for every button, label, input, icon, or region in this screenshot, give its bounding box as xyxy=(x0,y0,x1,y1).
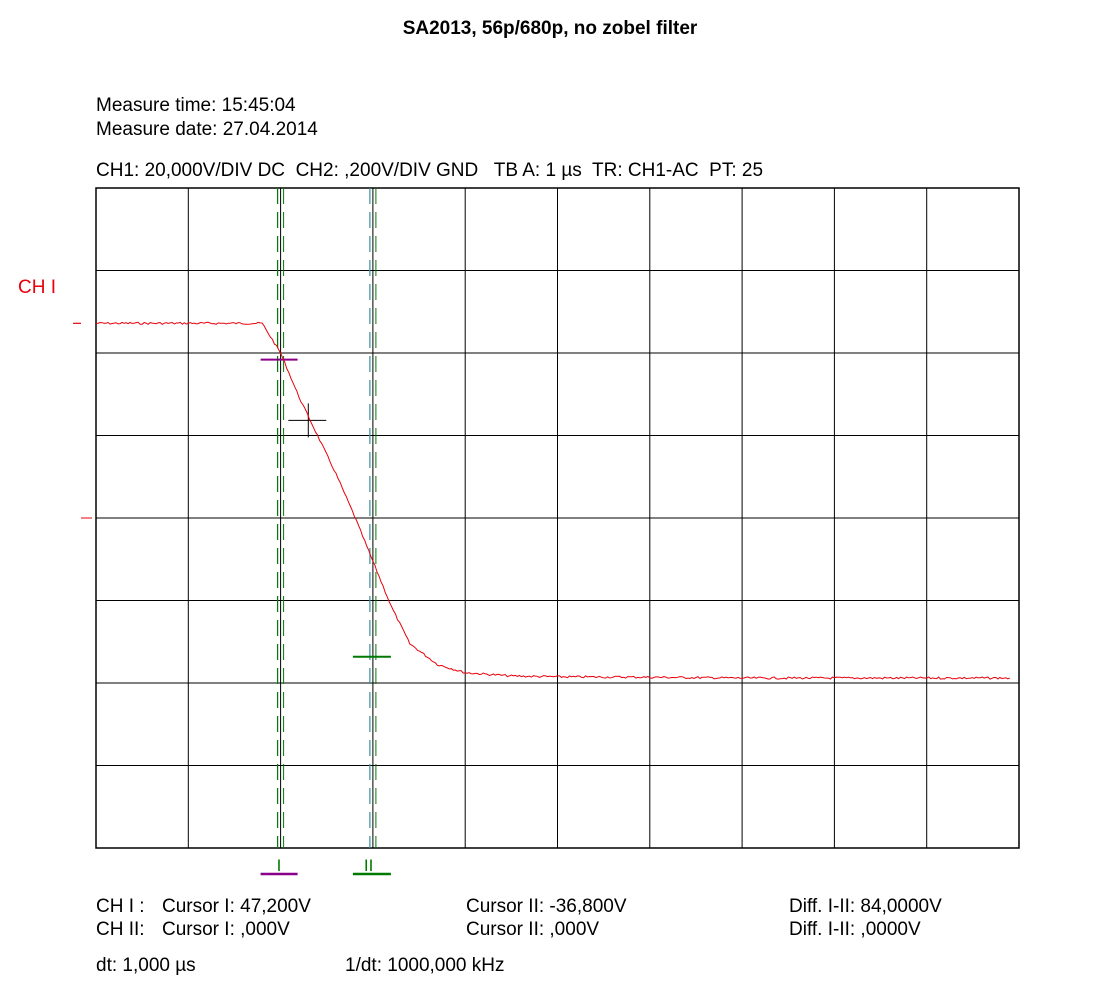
readout-dt: dt: 1,000 µs xyxy=(96,955,196,976)
readout-ch2-cursor1: Cursor I: ,000V xyxy=(162,919,290,940)
cursor-lines xyxy=(277,188,377,848)
cursor-ii-bottom-label: II xyxy=(364,856,373,875)
plot-markers: I II xyxy=(73,322,391,876)
readout-ch2-diff: Diff. I-II: ,0000V xyxy=(789,919,921,940)
readout-inv-dt: 1/dt: 1000,000 kHz xyxy=(345,955,505,976)
measure-date: Measure date: 27.04.2014 xyxy=(96,119,318,140)
readout-ch1-label: CH I : xyxy=(96,896,145,917)
plot-grid xyxy=(95,187,1020,849)
readout-ch2-label: CH II: xyxy=(96,919,145,940)
ch1-trace xyxy=(95,321,1010,680)
cursor-i-bottom-label: I xyxy=(277,856,282,875)
readout-ch1-cursor2: Cursor II: -36,800V xyxy=(466,896,627,917)
readout-ch1-diff: Diff. I-II: 84,0000V xyxy=(789,896,942,917)
chart-title: SA2013, 56p/680p, no zobel filter xyxy=(402,18,698,39)
scope-settings: CH1: 20,000V/DIV DC CH2: ,200V/DIV GND T… xyxy=(96,160,764,181)
readout-ch1-cursor1: Cursor I: 47,200V xyxy=(162,896,311,917)
channel-marker-label: CH I xyxy=(18,277,56,298)
readout-ch2-cursor2: Cursor II: ,000V xyxy=(466,919,600,940)
measure-time: Measure time: 15:45:04 xyxy=(96,95,296,116)
